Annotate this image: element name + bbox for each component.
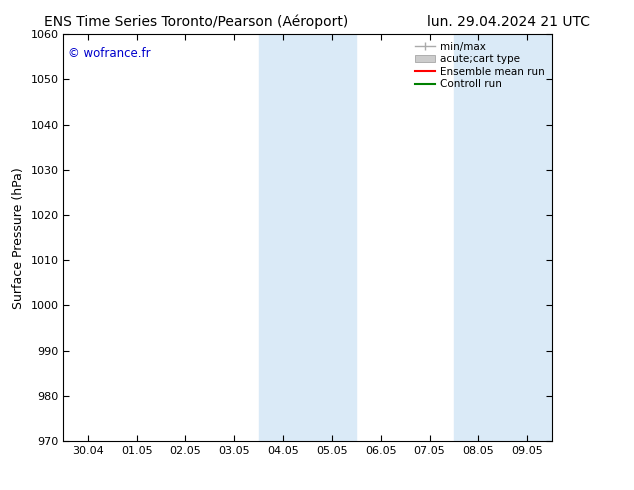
Legend: min/max, acute;cart type, Ensemble mean run, Controll run: min/max, acute;cart type, Ensemble mean …	[413, 40, 547, 92]
Text: ENS Time Series Toronto/Pearson (Aéroport): ENS Time Series Toronto/Pearson (Aéropor…	[44, 15, 349, 29]
Y-axis label: Surface Pressure (hPa): Surface Pressure (hPa)	[12, 167, 25, 309]
Text: © wofrance.fr: © wofrance.fr	[68, 47, 151, 59]
Bar	[259, 34, 356, 441]
Bar	[454, 34, 552, 441]
Text: lun. 29.04.2024 21 UTC: lun. 29.04.2024 21 UTC	[427, 15, 590, 29]
